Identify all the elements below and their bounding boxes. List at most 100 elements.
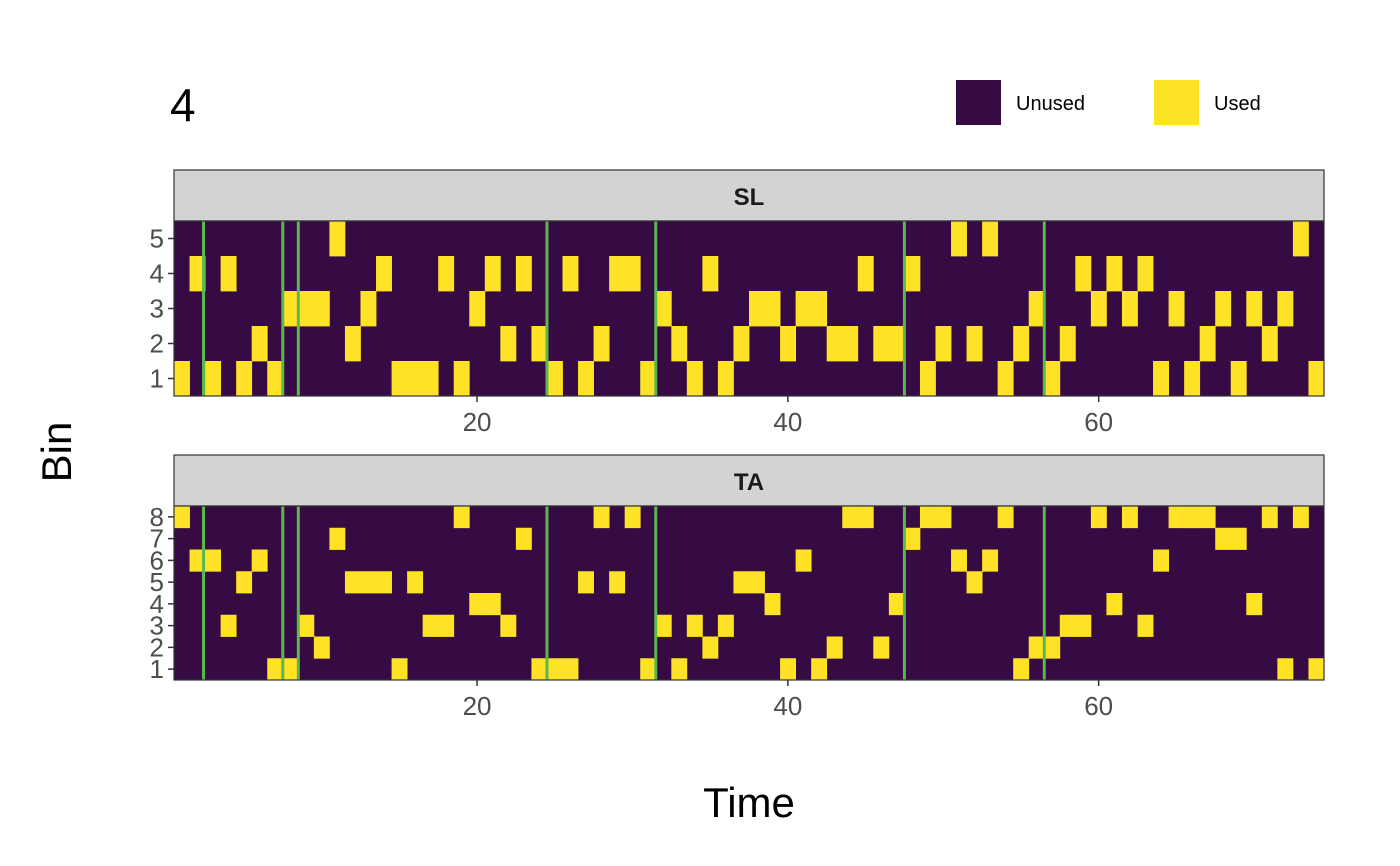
x-tick-label: 40	[773, 691, 802, 721]
used-cell	[1044, 361, 1061, 397]
used-cell	[733, 571, 750, 594]
used-cell	[826, 636, 843, 659]
used-cell	[1261, 326, 1278, 362]
used-cell	[329, 221, 346, 257]
used-cell	[1075, 614, 1092, 637]
y-tick-label: 4	[150, 589, 164, 619]
used-cell	[1308, 361, 1325, 397]
legend: Unused Used	[956, 80, 1261, 125]
used-cell	[780, 658, 797, 681]
used-cell	[609, 256, 626, 292]
used-cell	[717, 361, 734, 397]
y-tick-label: 6	[150, 545, 164, 575]
used-cell	[1090, 291, 1107, 327]
used-cell	[236, 361, 253, 397]
used-cell	[422, 614, 439, 637]
used-cell	[1028, 291, 1045, 327]
used-cell	[174, 361, 190, 397]
used-cell	[1013, 326, 1030, 362]
used-cell	[686, 614, 703, 637]
used-cell	[655, 291, 672, 327]
used-cell	[1184, 361, 1201, 397]
y-tick-label: 2	[150, 329, 164, 359]
used-cell	[407, 361, 424, 397]
used-cell	[391, 658, 408, 681]
used-cell	[267, 658, 284, 681]
used-cell	[951, 549, 967, 572]
used-cell	[795, 291, 812, 327]
used-cell	[842, 506, 859, 529]
y-tick-label: 5	[150, 224, 164, 254]
used-cell	[1044, 636, 1061, 659]
used-cell	[251, 326, 268, 362]
used-cell	[220, 614, 237, 637]
y-tick-label: 4	[150, 259, 164, 289]
used-cell	[422, 361, 439, 397]
used-cell	[344, 571, 361, 594]
used-cell	[360, 291, 377, 327]
used-cell	[438, 256, 455, 292]
used-cell	[982, 549, 999, 572]
strip-ta	[173, 454, 1325, 507]
used-cell	[1090, 506, 1107, 529]
legend-swatch-used	[1154, 80, 1199, 125]
used-cell	[360, 571, 377, 594]
used-cell	[966, 326, 983, 362]
used-cell	[500, 614, 517, 637]
used-cell	[919, 506, 936, 529]
strip-label-sl: SL	[734, 184, 765, 211]
used-cell	[1059, 326, 1076, 362]
used-cell	[407, 571, 424, 594]
used-cell	[546, 361, 563, 397]
used-cell	[935, 326, 952, 362]
used-cell	[1246, 291, 1263, 327]
used-cell	[1246, 593, 1263, 616]
x-tick-label: 40	[773, 407, 802, 437]
y-axis-title: Bin	[33, 422, 80, 483]
used-cell	[1106, 256, 1123, 292]
used-cell	[1013, 658, 1030, 681]
used-cell	[313, 291, 330, 327]
used-cell	[205, 361, 222, 397]
used-cell	[313, 636, 330, 659]
used-cell	[702, 256, 719, 292]
y-tick-label: 1	[150, 654, 164, 684]
used-cell	[376, 256, 392, 292]
used-cell	[997, 361, 1014, 397]
y-tick-label: 1	[150, 364, 164, 394]
used-cell	[749, 571, 765, 594]
chart-title: 4	[170, 79, 196, 131]
used-cell	[873, 326, 890, 362]
y-tick-label: 7	[150, 524, 164, 554]
used-cell	[282, 291, 299, 327]
heatmap-cells-sl	[174, 221, 1325, 397]
used-cell	[764, 291, 781, 327]
used-cell	[1059, 614, 1076, 637]
used-cell	[391, 361, 408, 397]
used-cell	[1277, 658, 1294, 681]
used-cell	[997, 506, 1014, 529]
used-cell	[578, 571, 594, 594]
used-cell	[236, 571, 253, 594]
used-cell	[733, 326, 750, 362]
used-cell	[904, 256, 921, 292]
used-cell	[1168, 506, 1185, 529]
used-cell	[811, 291, 828, 327]
used-cell	[1168, 291, 1185, 327]
used-cell	[298, 614, 315, 637]
used-cell	[1199, 506, 1216, 529]
used-cell	[888, 326, 905, 362]
used-cell	[671, 326, 688, 362]
used-cell	[453, 506, 470, 529]
used-cell	[826, 326, 843, 362]
used-cell	[904, 527, 921, 550]
used-cell	[671, 658, 688, 681]
used-cell	[562, 256, 579, 292]
used-cell	[1230, 361, 1247, 397]
used-cell	[453, 361, 470, 397]
used-cell	[593, 326, 610, 362]
used-cell	[578, 361, 594, 397]
x-axis-title: Time	[703, 779, 795, 826]
used-cell	[1121, 506, 1138, 529]
